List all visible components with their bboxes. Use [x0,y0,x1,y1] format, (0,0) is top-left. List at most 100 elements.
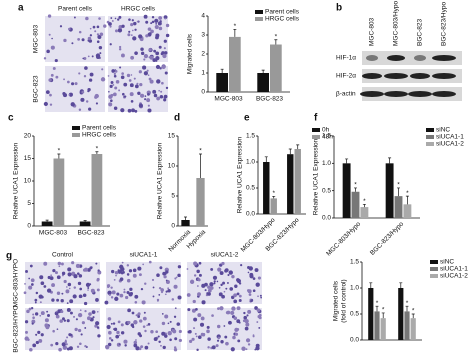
cell [80,333,83,336]
cell [76,272,80,275]
cell [158,16,163,20]
cell [133,320,138,325]
cell [158,293,161,296]
cell [61,342,66,347]
cell [56,328,59,330]
legend-swatch [426,142,434,146]
cell [140,93,145,98]
cell [165,290,168,293]
cell [144,95,147,97]
cell [197,335,202,339]
cell [129,83,134,88]
cell [141,300,146,305]
cell [24,320,29,324]
cell [231,306,236,311]
y-axis-label: Relative UCA1 Expression [157,142,164,219]
cell [171,328,174,332]
x-tick-label: BGC-823 [256,96,283,103]
cell [63,38,67,43]
cell [84,310,87,313]
cell [192,299,196,304]
cell [147,27,152,31]
cell [46,288,52,293]
cell [32,316,35,319]
y-tick-label: 1 [201,70,205,77]
cell [241,346,246,351]
cell [257,276,261,280]
cell [177,265,182,269]
cell [106,324,111,330]
blot-band [432,73,456,79]
bar [216,73,228,92]
cell [151,20,155,24]
panel-label: e [244,113,250,124]
cell [140,345,144,349]
cell [164,314,169,319]
cell [143,58,146,61]
cell [54,311,59,316]
cell [47,14,52,18]
cell [126,278,131,283]
cell [96,25,100,29]
cell [80,97,85,102]
cell [51,298,55,302]
cell [174,307,177,310]
cell [254,348,257,351]
cell [43,285,47,288]
cell [55,75,59,79]
cell [99,32,104,37]
panel-label: d [174,113,180,124]
cell [160,288,164,292]
cell [94,93,99,99]
cell [247,271,250,274]
cell [155,330,159,334]
cell [142,325,146,328]
cell [150,22,153,25]
cell [160,344,162,347]
cell [206,325,210,329]
cell [76,345,80,348]
cell [51,37,53,40]
cell [100,77,106,82]
cell [68,94,71,96]
cell [75,318,78,321]
cell [96,326,100,329]
legend-label: Parent cells [82,125,117,132]
x-tick-label: BGC-823/Hypo [369,220,405,256]
cell [197,278,201,282]
cell [35,340,39,345]
cell [130,55,135,60]
cell [146,69,149,72]
cell [112,84,115,86]
cell [230,310,235,315]
cell [117,320,121,324]
cell [169,320,172,323]
cell [255,282,260,287]
cell [66,307,71,312]
cell [199,322,205,327]
cell [259,294,262,297]
cell [248,293,252,296]
cell [216,324,221,329]
cell [163,47,166,50]
cell [132,36,137,41]
cell [131,108,135,113]
cell [56,275,61,280]
significance: * [376,300,379,307]
cell [78,30,82,34]
cell [258,326,261,329]
cell [24,283,26,285]
cell [231,295,235,300]
cell [96,310,99,313]
bar [398,288,404,340]
cell [124,95,127,98]
cell [226,282,229,284]
cell [71,261,75,265]
cell [137,91,141,95]
cell [107,317,112,321]
cell [154,18,159,23]
cell [195,308,198,311]
bar [91,154,103,226]
cell [95,262,98,265]
blot-band [410,73,430,79]
